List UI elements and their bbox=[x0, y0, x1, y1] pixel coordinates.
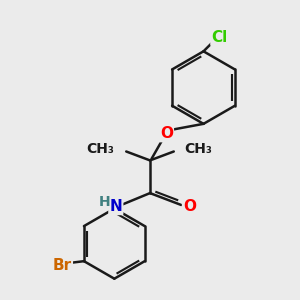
Text: Br: Br bbox=[53, 258, 72, 273]
Text: O: O bbox=[183, 199, 196, 214]
Text: H: H bbox=[99, 195, 110, 209]
Text: Cl: Cl bbox=[212, 30, 228, 45]
Text: CH₃: CH₃ bbox=[184, 142, 212, 155]
Text: O: O bbox=[160, 126, 173, 141]
Text: CH₃: CH₃ bbox=[86, 142, 114, 155]
Text: N: N bbox=[110, 199, 122, 214]
